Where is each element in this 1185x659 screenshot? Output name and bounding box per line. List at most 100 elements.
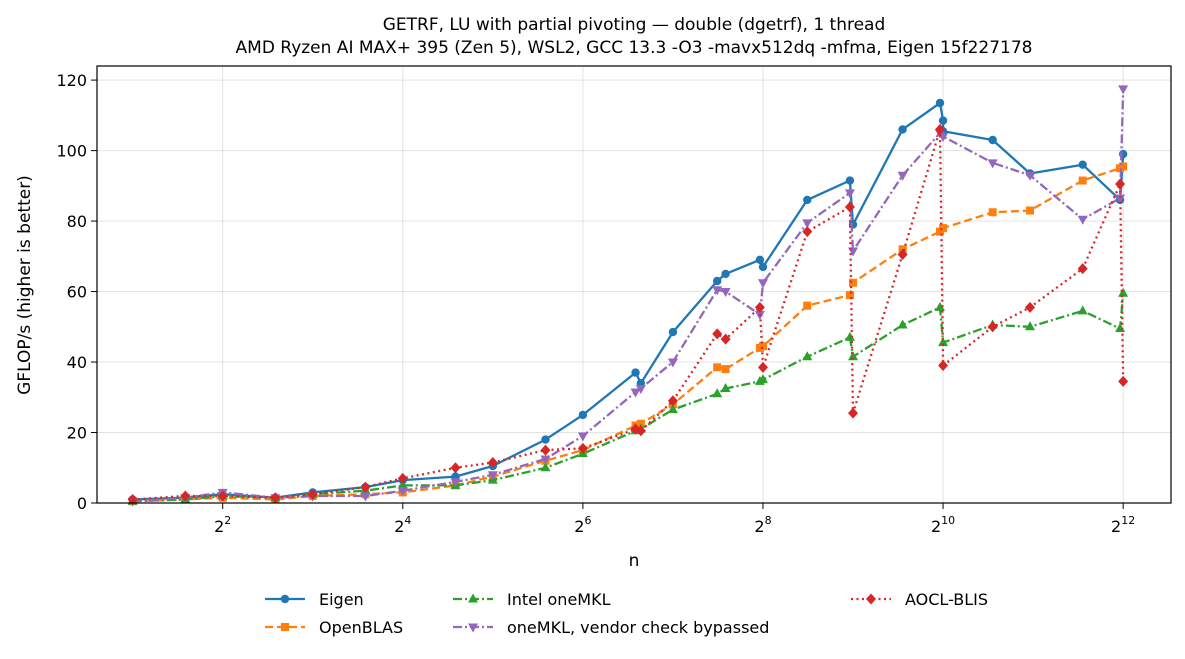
data-point-eigen: [578, 410, 588, 420]
data-point-aocl-blis: [802, 226, 813, 238]
data-point-intel-onemkl: [712, 388, 723, 398]
legend-swatch-marker: [468, 623, 478, 633]
legend-item: Intel oneMKL: [453, 590, 611, 609]
data-point-onemkl-vendor-check-bypassed: [450, 478, 461, 488]
data-point-intel-onemkl: [934, 301, 945, 311]
x-tick-exponent: 4: [404, 514, 411, 527]
data-point-onemkl-vendor-check-bypassed: [667, 358, 678, 368]
data-point-intel-onemkl: [848, 351, 859, 361]
x-tick-base: 2: [754, 517, 764, 536]
data-point-aocl-blis: [934, 123, 945, 135]
data-point-aocl-blis: [938, 360, 949, 372]
data-point-aocl-blis: [1025, 301, 1036, 313]
data-point-onemkl-vendor-check-bypassed: [987, 159, 998, 169]
data-point-eigen: [898, 125, 907, 134]
data-point-aocl-blis: [897, 249, 908, 261]
series-line-eigen: [132, 101, 1125, 501]
data-point-openblas: [713, 363, 722, 372]
data-point-aocl-blis: [360, 481, 371, 493]
data-point-intel-onemkl: [1077, 305, 1088, 315]
data-point-aocl-blis: [844, 201, 855, 213]
data-point-aocl-blis: [540, 444, 551, 456]
data-point-eigen: [935, 98, 945, 108]
data-point-aocl-blis: [848, 407, 859, 419]
data-point-onemkl-vendor-check-bypassed: [712, 286, 723, 296]
data-point-eigen: [938, 116, 948, 125]
data-point-eigen: [988, 135, 997, 145]
x-tick-exponent: 10: [941, 514, 955, 527]
y-tick-label: 0: [77, 494, 87, 513]
data-point-aocl-blis: [307, 488, 318, 500]
x-tick-label: 212: [1111, 514, 1135, 536]
x-axis-ticks: 22 24 26 28 210 212: [214, 503, 1135, 536]
data-point-openblas: [1026, 206, 1035, 215]
data-point-aocl-blis: [1077, 263, 1088, 275]
data-point-onemkl-vendor-check-bypassed: [630, 388, 641, 398]
x-tick-base: 2: [394, 517, 404, 536]
y-tick-label: 60: [67, 283, 87, 302]
y-tick-label: 120: [56, 71, 87, 90]
data-point-aocl-blis: [635, 425, 646, 437]
data-point-aocl-blis: [720, 333, 731, 345]
data-point-onemkl-vendor-check-bypassed: [1077, 215, 1088, 225]
data-point-onemkl-vendor-check-bypassed: [1118, 85, 1129, 95]
legend-item: Eigen: [265, 590, 364, 609]
y-axis-label: GFLOP/s (higher is better): [15, 175, 35, 395]
x-tick-label: 24: [394, 514, 411, 536]
data-point-eigen: [845, 176, 855, 185]
data-point-eigen: [631, 368, 640, 377]
data-point-eigen: [1078, 160, 1087, 169]
data-point-onemkl-vendor-check-bypassed: [1025, 171, 1036, 181]
x-tick-label: 210: [931, 514, 955, 536]
data-point-intel-onemkl: [938, 337, 949, 347]
data-point-openblas: [845, 291, 854, 300]
data-point-onemkl-vendor-check-bypassed: [540, 455, 551, 465]
data-point-intel-onemkl: [667, 404, 678, 414]
legend: Eigen OpenBLAS Intel oneMKL oneMKL, vendor …: [265, 590, 988, 637]
data-point-aocl-blis: [487, 456, 498, 468]
data-point-onemkl-vendor-check-bypassed: [844, 189, 855, 199]
y-axis-ticks: 0 20 40 60 80 100 120: [56, 71, 97, 513]
data-point-intel-onemkl: [720, 382, 731, 392]
data-point-intel-onemkl: [844, 331, 855, 341]
x-tick-base: 2: [1111, 517, 1121, 536]
data-point-aocl-blis: [270, 492, 281, 504]
data-point-onemkl-vendor-check-bypassed: [848, 247, 859, 257]
data-point-intel-onemkl: [1025, 321, 1036, 331]
data-point-aocl-blis: [987, 321, 998, 333]
data-point-aocl-blis: [217, 490, 228, 502]
data-point-openblas: [849, 278, 858, 287]
data-point-onemkl-vendor-check-bypassed: [360, 492, 371, 502]
plot-frame: [96, 65, 1172, 504]
legend-swatch-marker: [280, 594, 290, 604]
x-tick-base: 2: [214, 517, 224, 536]
legend-swatch-marker: [281, 623, 289, 631]
data-point-aocl-blis: [712, 328, 723, 340]
data-point-intel-onemkl: [757, 374, 768, 384]
data-point-onemkl-vendor-check-bypassed: [487, 471, 498, 481]
data-point-openblas: [803, 301, 812, 310]
data-point-eigen: [668, 327, 678, 337]
x-tick-base: 2: [931, 517, 941, 536]
x-axis-label: n: [629, 551, 640, 571]
data-point-eigen: [758, 262, 768, 272]
legend-label: Intel oneMKL: [507, 590, 611, 609]
y-tick-label: 20: [67, 424, 87, 443]
data-point-intel-onemkl: [540, 462, 551, 472]
data-point-aocl-blis: [1118, 375, 1129, 387]
data-point-aocl-blis: [397, 472, 408, 484]
x-tick-label: 26: [574, 514, 591, 536]
data-point-intel-onemkl: [397, 479, 408, 489]
legend-swatch-marker: [468, 593, 478, 603]
x-tick-exponent: 2: [224, 514, 231, 527]
data-point-openblas: [1078, 176, 1087, 185]
data-point-openblas: [758, 342, 767, 351]
x-tick-exponent: 6: [584, 514, 591, 527]
series-onemkl-vendor-check-bypassed: [127, 85, 1129, 507]
chart-subtitle: AMD Ryzen AI MAX+ 395 (Zen 5), WSL2, GCC…: [236, 38, 1033, 58]
data-point-openblas: [988, 208, 997, 217]
legend-label: OpenBLAS: [319, 618, 403, 637]
x-tick-label: 22: [214, 514, 231, 536]
data-point-eigen: [713, 276, 722, 286]
